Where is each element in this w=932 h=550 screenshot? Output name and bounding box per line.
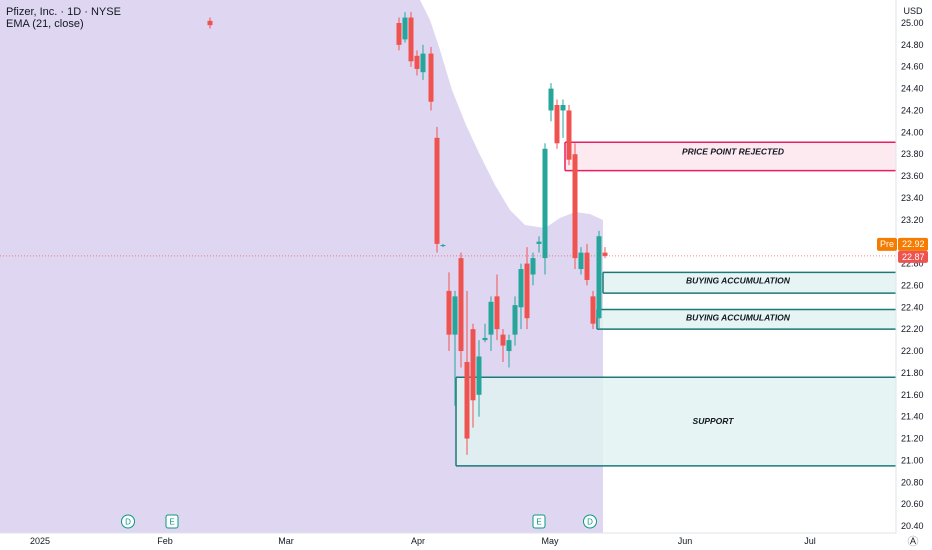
x-tick-label: Mar (278, 536, 294, 546)
candle-body[interactable] (518, 269, 524, 308)
candle-body[interactable] (566, 110, 572, 160)
candle-body[interactable] (446, 290, 452, 335)
y-tick-label: 21.60 (901, 390, 924, 400)
y-tick-label: 22.60 (901, 280, 924, 290)
auto-scale-icon-glyph: A (910, 536, 916, 546)
ema-indicator-label[interactable]: EMA (21, close) (6, 18, 84, 30)
candle-body[interactable] (560, 105, 566, 111)
y-tick-label: 21.40 (901, 412, 924, 422)
candle-body[interactable] (207, 20, 213, 26)
ema-band (0, 0, 603, 533)
x-tick-label: Apr (411, 536, 425, 546)
candle-body[interactable] (464, 361, 470, 439)
dividend-marker-label: D (587, 518, 593, 527)
accumulation-zone-upper[interactable] (603, 272, 896, 294)
symbol-title: Pfizer, Inc. · 1D · NYSE (6, 6, 121, 18)
candle-body[interactable] (476, 356, 482, 395)
currency-label[interactable]: USD (903, 6, 923, 16)
support-zone[interactable] (456, 377, 896, 466)
dividend-marker-label: D (125, 518, 131, 527)
candle-body[interactable] (542, 148, 548, 259)
y-tick-label: 24.60 (901, 62, 924, 72)
y-tick-label: 21.20 (901, 434, 924, 444)
y-tick-label: 20.60 (901, 499, 924, 509)
candle-body[interactable] (434, 137, 440, 244)
auto-scale-icon[interactable] (907, 535, 919, 547)
accumulation-zone-lower-label: BUYING ACCUMULATION (686, 313, 791, 323)
dividend-marker[interactable] (583, 514, 597, 529)
earnings-marker-label: E (536, 518, 541, 527)
candle-body[interactable] (524, 263, 530, 319)
y-tick-label: 25.00 (901, 18, 924, 28)
candle-body[interactable] (548, 88, 554, 111)
candle-body[interactable] (420, 53, 426, 73)
candle-body[interactable] (506, 340, 512, 352)
pre-price-value: 22.92 (902, 239, 925, 249)
pre-tag-label: Pre (880, 239, 894, 249)
y-tick-label: 23.40 (901, 193, 924, 203)
rejected-zone[interactable] (565, 142, 896, 171)
y-tick-label: 24.00 (901, 127, 924, 137)
candle-body[interactable] (494, 296, 500, 330)
candle-body[interactable] (470, 329, 476, 401)
y-tick-label: 20.40 (901, 521, 924, 531)
earnings-marker[interactable] (165, 514, 179, 529)
y-tick-label: 24.40 (901, 84, 924, 94)
candle-body[interactable] (572, 154, 578, 259)
candle-body[interactable] (482, 337, 488, 341)
candle-body[interactable] (596, 236, 602, 319)
y-tick-label: 21.80 (901, 368, 924, 378)
x-tick-label: May (541, 536, 559, 546)
candle-body[interactable] (452, 296, 458, 335)
candle-body[interactable] (602, 252, 608, 256)
rejected-zone-label: PRICE POINT REJECTED (682, 146, 784, 156)
candle-body[interactable] (458, 258, 464, 352)
y-tick-label: 23.60 (901, 171, 924, 181)
pre-tag-label-bg (877, 237, 897, 251)
candle-body[interactable] (512, 305, 518, 335)
candle-body[interactable] (396, 23, 402, 45)
x-tick-label: Jul (804, 536, 816, 546)
x-tick-label: 2025 (30, 536, 50, 546)
y-tick-label: 22.80 (901, 259, 924, 269)
candle-body[interactable] (578, 252, 584, 270)
candle-body[interactable] (536, 241, 542, 244)
candle-body[interactable] (554, 105, 560, 144)
candle-body[interactable] (440, 244, 446, 247)
y-tick-label: 24.20 (901, 105, 924, 115)
earnings-marker[interactable] (532, 514, 546, 529)
pre-price-tag[interactable] (898, 237, 928, 251)
y-tick-label: 22.20 (901, 324, 924, 334)
x-tick-label: Feb (157, 536, 173, 546)
last-price-tag[interactable] (898, 250, 928, 263)
price-axis-bg (896, 0, 932, 550)
dividend-marker[interactable] (121, 514, 135, 529)
accumulation-zone-lower[interactable] (597, 309, 896, 330)
candle-body[interactable] (428, 53, 434, 102)
candle-body[interactable] (500, 334, 506, 346)
y-tick-label: 23.20 (901, 215, 924, 225)
last-price-value: 22.87 (902, 252, 925, 262)
support-zone-label: SUPPORT (693, 416, 735, 426)
time-axis-bg (0, 533, 896, 550)
y-tick-label: 21.00 (901, 455, 924, 465)
earnings-marker-label: E (169, 518, 174, 527)
candle-body[interactable] (408, 17, 414, 62)
x-tick-label: Jun (678, 536, 693, 546)
candle-body[interactable] (402, 17, 408, 40)
accumulation-zone-upper-label: BUYING ACCUMULATION (686, 276, 791, 286)
candle-body[interactable] (414, 55, 420, 69)
y-tick-label: 22.00 (901, 346, 924, 356)
y-tick-label: 23.80 (901, 149, 924, 159)
candle-body[interactable] (530, 258, 536, 275)
y-tick-label: 22.40 (901, 302, 924, 312)
candle-body[interactable] (590, 296, 596, 324)
y-tick-label: 24.80 (901, 40, 924, 50)
y-tick-label: 20.80 (901, 477, 924, 487)
candle-body[interactable] (584, 252, 590, 280)
candle-body[interactable] (488, 301, 494, 335)
